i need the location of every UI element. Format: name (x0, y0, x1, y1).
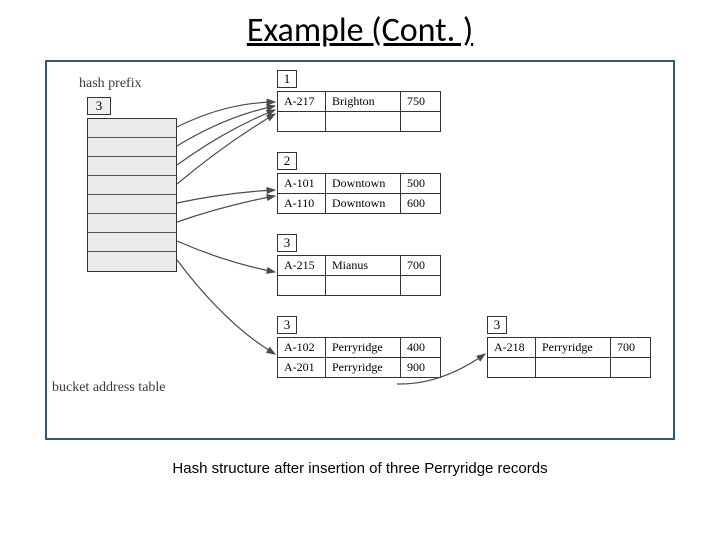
bucket-table: A-215Mianus700 (277, 255, 441, 296)
table-row: A-102Perryridge400 (278, 338, 441, 358)
cell: A-218 (488, 338, 536, 358)
cell: Perryridge (326, 358, 401, 378)
cell: 700 (401, 256, 441, 276)
table-row (488, 358, 651, 378)
addr-row (88, 157, 176, 176)
cell: A-201 (278, 358, 326, 378)
cell: 700 (611, 338, 651, 358)
cell: A-215 (278, 256, 326, 276)
cell: Perryridge (536, 338, 611, 358)
bucket-address-table (87, 118, 177, 272)
table-row: A-201Perryridge900 (278, 358, 441, 378)
bucket-address-table-label: bucket address table (52, 380, 166, 396)
bucket-table: A-101Downtown500A-110Downtown600 (277, 173, 441, 214)
cell (401, 276, 441, 296)
cell (278, 112, 326, 132)
cell (326, 276, 401, 296)
bucket-local-depth: 3 (487, 316, 507, 334)
cell: A-110 (278, 194, 326, 214)
diagram-frame: hash prefix 3 bucket address table 1 A-21… (45, 60, 675, 440)
cell: Downtown (326, 194, 401, 214)
pointer-arrow (177, 114, 275, 184)
cell: 500 (401, 174, 441, 194)
global-depth-box: 3 (87, 97, 111, 115)
addr-row (88, 176, 176, 195)
table-row (278, 276, 441, 296)
cell (326, 112, 401, 132)
bucket-table: A-217Brighton750 (277, 91, 441, 132)
pointer-arrow (177, 196, 275, 222)
cell: Brighton (326, 92, 401, 112)
addr-row (88, 252, 176, 271)
hash-prefix-label: hash prefix (79, 76, 142, 92)
cell: Mianus (326, 256, 401, 276)
cell: Perryridge (326, 338, 401, 358)
cell (488, 358, 536, 378)
pointer-arrow (177, 106, 275, 146)
bucket-table: A-102Perryridge400A-201Perryridge900 (277, 337, 441, 378)
bucket-local-depth: 2 (277, 152, 297, 170)
cell (536, 358, 611, 378)
bucket-local-depth: 3 (277, 234, 297, 252)
cell: 900 (401, 358, 441, 378)
addr-row (88, 138, 176, 157)
addr-row (88, 119, 176, 138)
caption-text: Hash structure after insertion of three … (0, 460, 720, 477)
pointer-arrow (177, 190, 275, 203)
pointer-arrow (177, 110, 275, 165)
cell: A-217 (278, 92, 326, 112)
cell (401, 112, 441, 132)
cell: A-101 (278, 174, 326, 194)
cell: 400 (401, 338, 441, 358)
table-row: A-215Mianus700 (278, 256, 441, 276)
pointer-arrow (177, 260, 275, 354)
pointer-arrow (177, 102, 275, 127)
table-row (278, 112, 441, 132)
bucket-table: A-218Perryridge700 (487, 337, 651, 378)
cell (278, 276, 326, 296)
page-title: Example (Cont. ) (0, 0, 720, 53)
addr-row (88, 195, 176, 214)
cell: A-102 (278, 338, 326, 358)
bucket-local-depth: 3 (277, 316, 297, 334)
pointer-arrow (177, 241, 275, 272)
cell (611, 358, 651, 378)
table-row: A-101Downtown500 (278, 174, 441, 194)
table-row: A-110Downtown600 (278, 194, 441, 214)
table-row: A-217Brighton750 (278, 92, 441, 112)
addr-row (88, 214, 176, 233)
addr-row (88, 233, 176, 252)
bucket-local-depth: 1 (277, 70, 297, 88)
table-row: A-218Perryridge700 (488, 338, 651, 358)
cell: 750 (401, 92, 441, 112)
cell: Downtown (326, 174, 401, 194)
cell: 600 (401, 194, 441, 214)
